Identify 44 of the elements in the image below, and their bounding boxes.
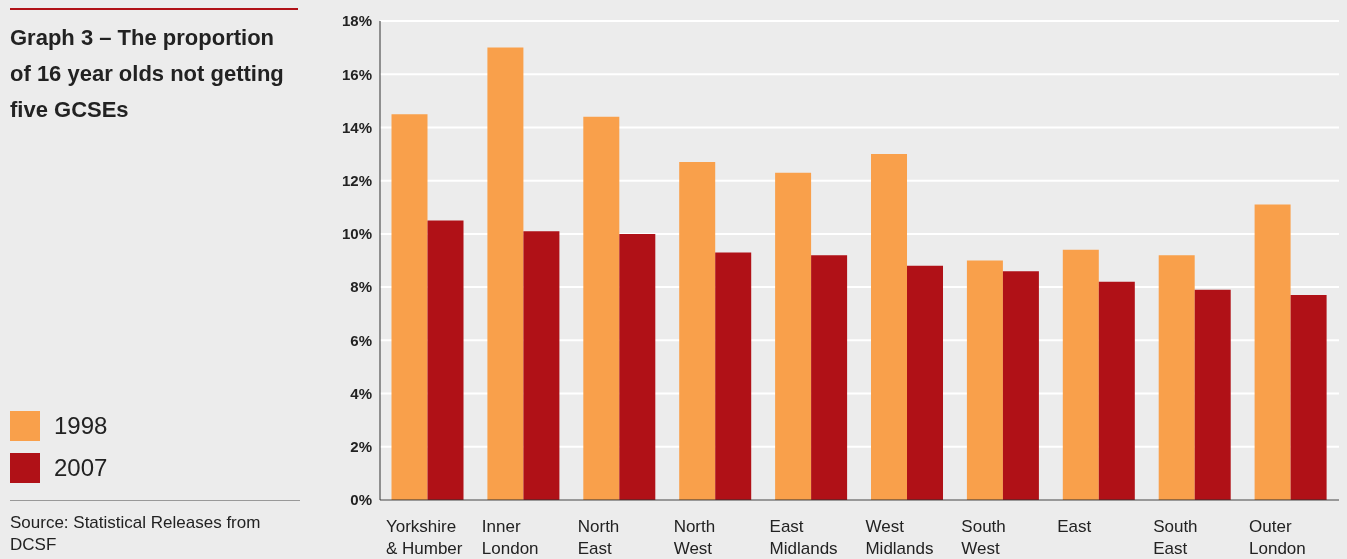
y-tick-label: 14% bbox=[341, 118, 372, 136]
y-tick-label: 0% bbox=[350, 491, 372, 509]
x-tick-label: South West bbox=[961, 517, 1006, 558]
x-tick-label: Outer London bbox=[1249, 517, 1306, 558]
y-tick-label: 10% bbox=[341, 225, 372, 243]
x-tick-label: Inner London bbox=[481, 517, 539, 558]
y-tick-label: 12% bbox=[341, 171, 372, 189]
bar bbox=[1002, 271, 1039, 500]
bar bbox=[775, 172, 812, 500]
bar bbox=[907, 265, 944, 500]
bar bbox=[487, 47, 524, 500]
bar bbox=[679, 162, 716, 500]
bar bbox=[427, 220, 464, 500]
bar bbox=[619, 233, 656, 500]
x-tick-label: West Midlands bbox=[865, 517, 934, 558]
bar bbox=[1158, 255, 1195, 500]
bar bbox=[715, 252, 752, 500]
bar bbox=[871, 154, 908, 500]
bar bbox=[811, 255, 848, 500]
text: Graph 3 – The proportion of 16 year olds not getting five GCSEs bbox=[10, 24, 285, 124]
y-tick-label: 18% bbox=[341, 12, 372, 30]
x-tick-label: Yorkshire & Humber bbox=[385, 517, 463, 558]
y-tick-label: 4% bbox=[350, 384, 372, 402]
bar bbox=[1290, 295, 1327, 500]
bar bbox=[391, 114, 428, 500]
bar bbox=[523, 231, 560, 500]
bar bbox=[1254, 204, 1291, 500]
bar bbox=[1062, 249, 1099, 500]
y-tick-label: 6% bbox=[350, 331, 372, 349]
source-note: Source: Statistical Releases from DCSF bbox=[10, 512, 262, 556]
y-tick-label: 2% bbox=[350, 438, 372, 456]
x-tick-label: East bbox=[1057, 517, 1092, 536]
y-tick-label: 8% bbox=[350, 278, 372, 296]
bar bbox=[583, 116, 620, 500]
legend-label: 2007 bbox=[54, 454, 108, 482]
bar bbox=[966, 260, 1003, 500]
x-tick-label: North East bbox=[577, 517, 620, 558]
x-tick-label: East Midlands bbox=[769, 517, 838, 558]
bar bbox=[1194, 289, 1231, 500]
legend-label: 1998 bbox=[54, 412, 108, 440]
y-tick-label: 16% bbox=[341, 65, 372, 83]
x-tick-label: South East bbox=[1153, 517, 1198, 558]
bar bbox=[1098, 281, 1135, 500]
x-tick-label: North West bbox=[673, 517, 716, 558]
